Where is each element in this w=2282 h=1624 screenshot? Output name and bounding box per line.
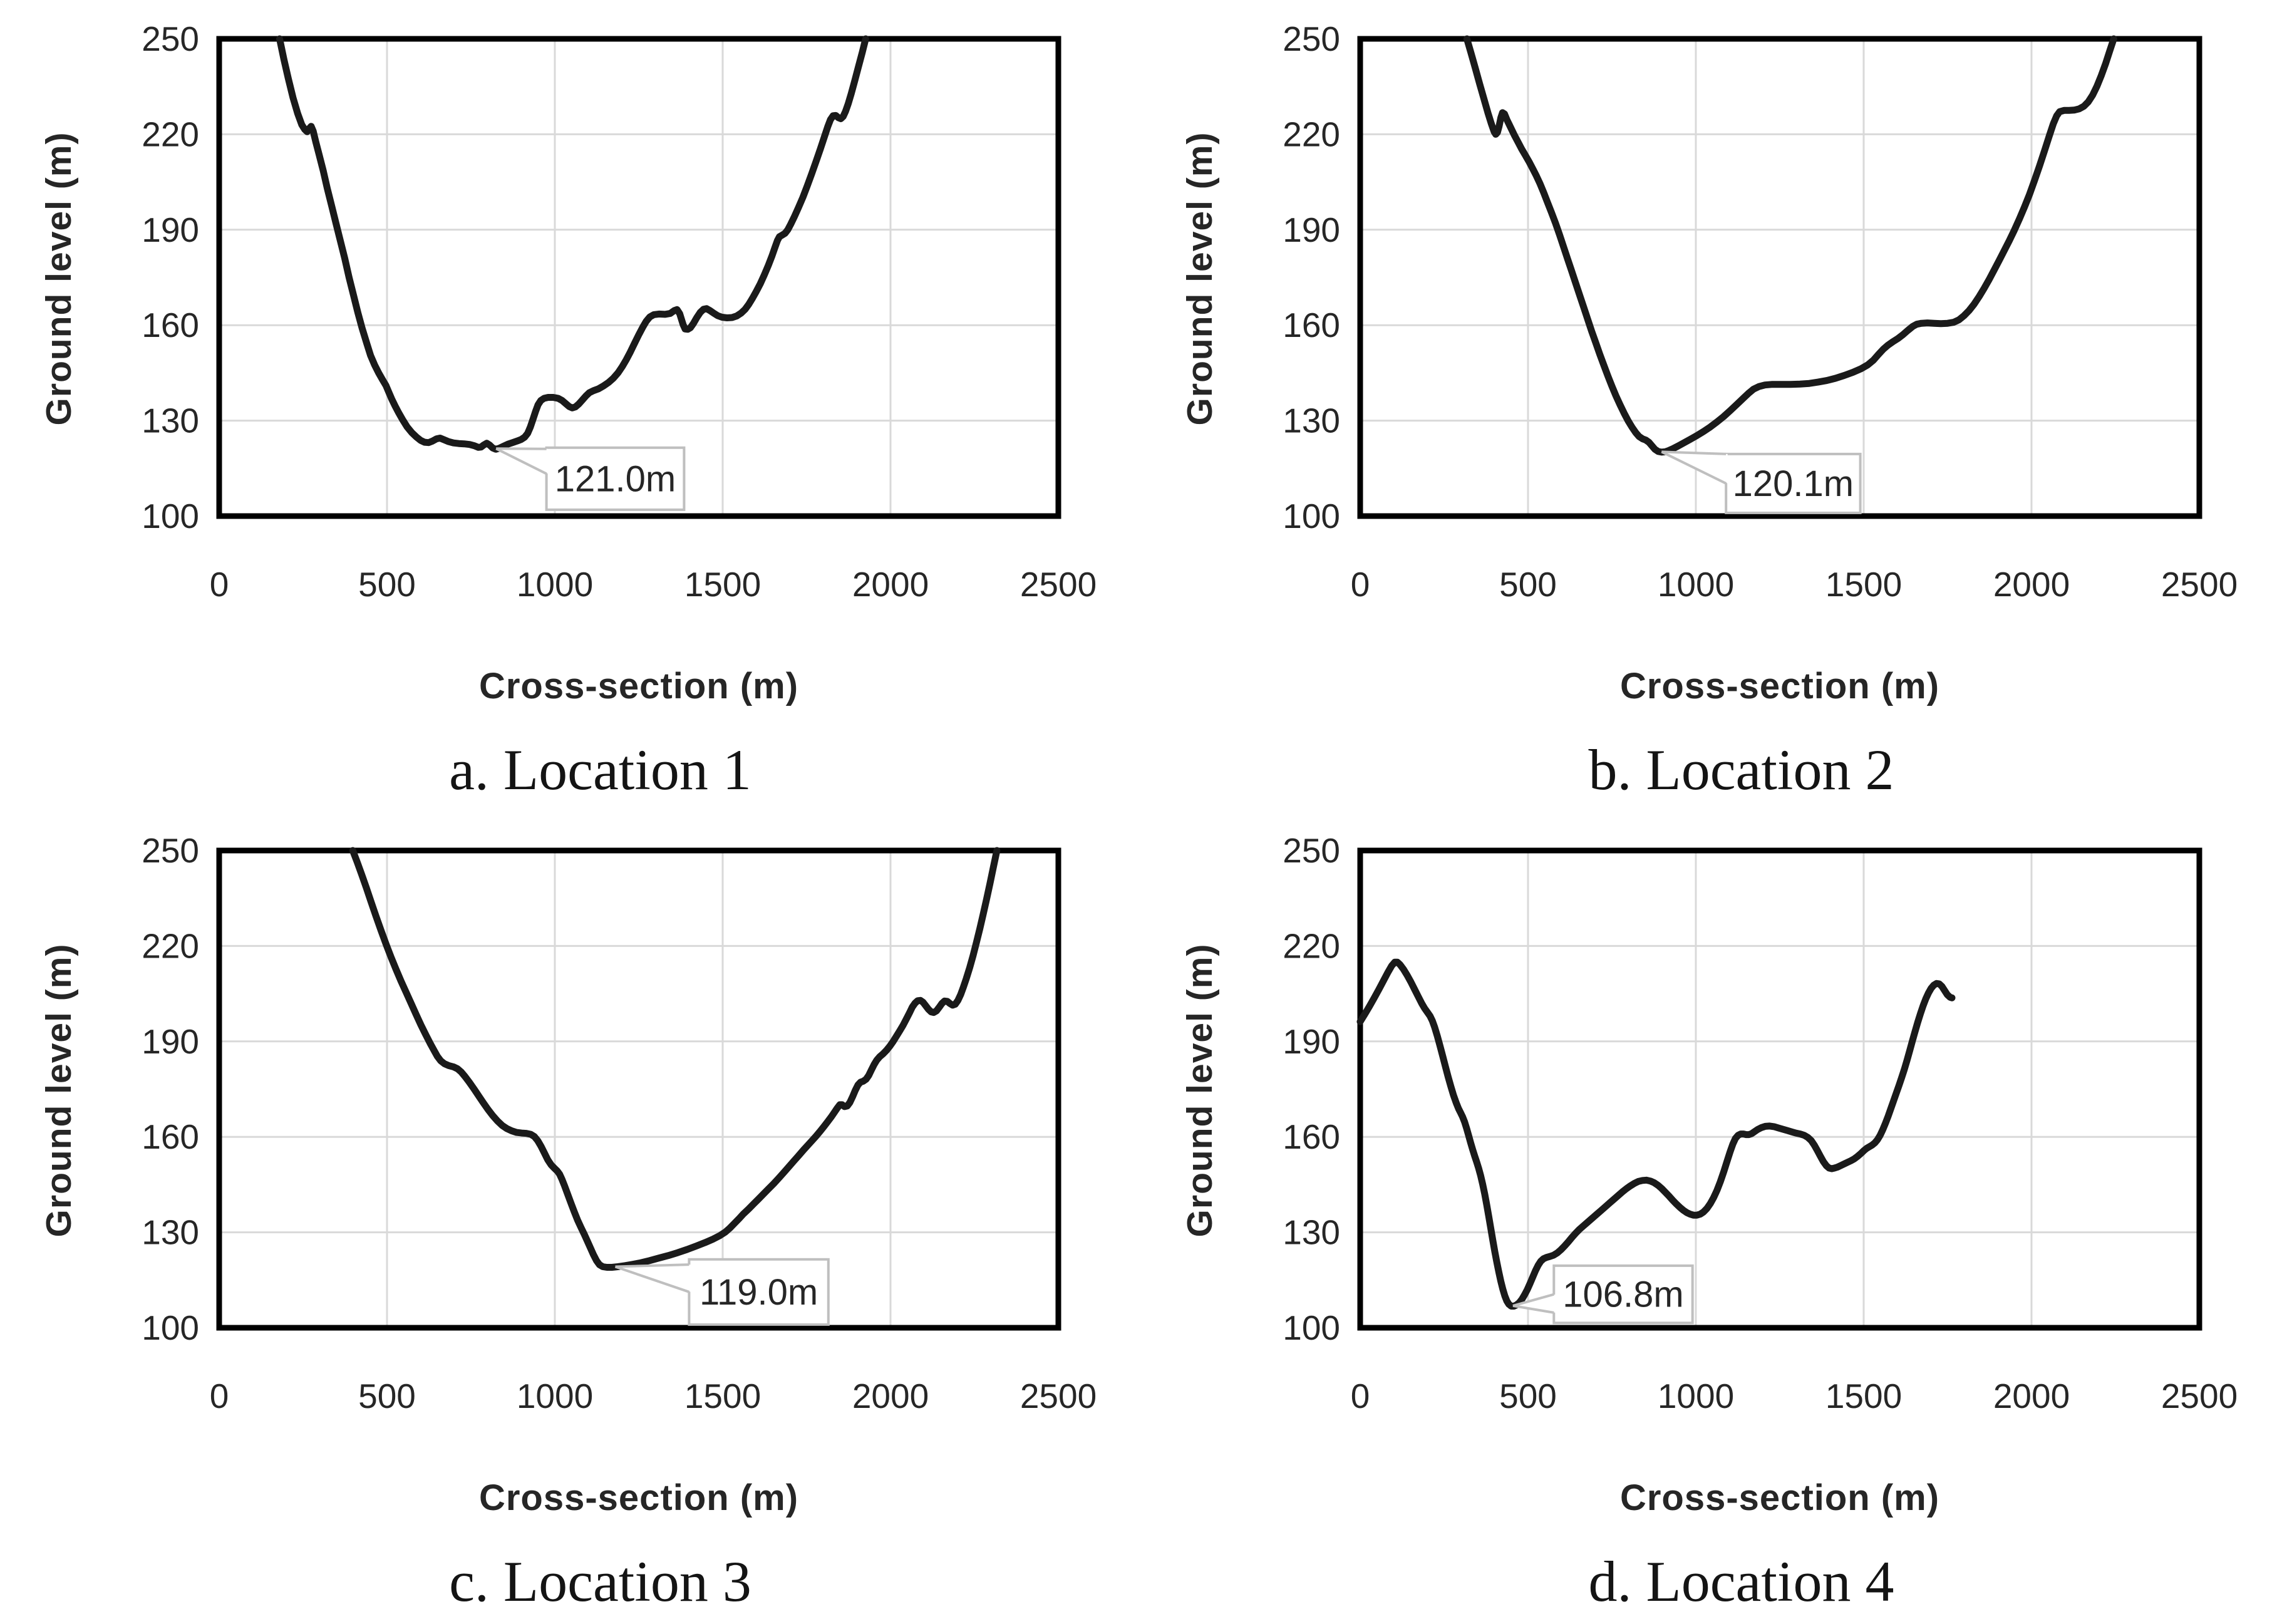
plot-frame (1357, 847, 2202, 1331)
x-tick-label: 0 (210, 565, 229, 604)
y-tick-label: 130 (142, 401, 199, 440)
y-tick-label: 190 (142, 210, 199, 249)
y-tick-label: 250 (142, 831, 199, 870)
callout-label: 119.0m (700, 1272, 818, 1313)
ground-profile-line (349, 847, 1001, 1271)
y-tick-label: 130 (1283, 401, 1340, 440)
y-tick-label: 130 (142, 1213, 199, 1252)
callout-label: 121.0m (555, 458, 676, 499)
callout-leader-line (1512, 1304, 1554, 1314)
x-axis-title: Cross-section (m) (478, 666, 799, 706)
x-tick-label: 1000 (1658, 565, 1734, 604)
callout-leader-line (614, 1265, 690, 1293)
x-tick-label: 500 (1499, 1377, 1557, 1415)
callout-leader-line (1661, 450, 1727, 485)
callout-box (688, 1258, 830, 1326)
panel-location-2: 120.1m 100 130 160 190 220 250 0 500 1000 1500 2000… (1141, 0, 2282, 812)
callout-box (1552, 1264, 1694, 1325)
panel-location-3: 119.0m 100 130 160 190 220 250 0 500 1000 1500 2000… (0, 812, 1141, 1624)
panel-caption: b. Location 2 (1588, 738, 1894, 802)
y-tick-label: 160 (1283, 1117, 1340, 1156)
x-axis-title: Cross-section (m) (1619, 1477, 1940, 1518)
callout-box (545, 446, 686, 511)
y-tick-label: 100 (1283, 1308, 1340, 1347)
x-tick-label: 0 (1351, 565, 1370, 604)
x-tick-label: 1500 (1825, 1377, 1902, 1415)
y-tick-label: 100 (142, 497, 199, 535)
x-tick-label: 1500 (1825, 565, 1902, 604)
y-tick-label: 160 (1283, 306, 1340, 344)
callout-leader-line (495, 447, 547, 475)
panel-location-1: 121.0m 100 130 160 190 220 250 0 500 1000 1500 2000… (0, 0, 1141, 812)
plot-frame (216, 36, 1061, 519)
x-axis-title: Cross-section (m) (1619, 666, 1940, 706)
y-tick-label: 220 (142, 926, 199, 965)
ground-profile-line (1356, 958, 1956, 1310)
x-tick-label: 2500 (2161, 1377, 2238, 1415)
x-tick-label: 1000 (517, 565, 593, 604)
x-tick-label: 1000 (517, 1377, 593, 1415)
y-tick-label: 100 (142, 1308, 199, 1347)
panel-caption: a. Location 1 (449, 738, 751, 802)
y-tick-label: 160 (142, 306, 199, 344)
y-tick-label: 250 (1283, 19, 1340, 58)
y-axis-title: Ground level (m) (1180, 132, 1220, 426)
callout-leader-line (615, 1263, 689, 1268)
ground-profile-line (276, 35, 869, 453)
y-axis-title: Ground level (m) (39, 132, 79, 426)
plot-frame (216, 847, 1061, 1331)
x-tick-label: 500 (1499, 565, 1557, 604)
callout-wedge (1512, 1294, 1556, 1313)
y-tick-label: 250 (1283, 831, 1340, 870)
panel-location-4: 106.8m 100 130 160 190 220 250 0 500 1000 1500 2000… (1141, 812, 2282, 1624)
x-tick-label: 2000 (1993, 1377, 2070, 1415)
y-tick-label: 250 (142, 19, 199, 58)
y-tick-label: 190 (1283, 210, 1340, 249)
y-tick-label: 190 (1283, 1022, 1340, 1061)
x-tick-label: 500 (358, 1377, 416, 1415)
x-tick-label: 2000 (1993, 565, 2070, 604)
x-tick-label: 0 (210, 1377, 229, 1415)
x-tick-label: 0 (1351, 1377, 1370, 1415)
x-tick-label: 2000 (852, 565, 929, 604)
y-tick-label: 220 (1283, 115, 1340, 153)
y-tick-label: 220 (1283, 926, 1340, 965)
ground-profile-line (1463, 35, 2117, 456)
x-tick-label: 2500 (2161, 565, 2238, 604)
x-tick-label: 1500 (684, 565, 761, 604)
y-tick-label: 220 (142, 115, 199, 153)
y-axis-title: Ground level (m) (39, 943, 79, 1238)
y-tick-label: 190 (142, 1022, 199, 1061)
callout-label: 120.1m (1733, 463, 1854, 504)
callout-label: 106.8m (1562, 1275, 1683, 1315)
plot-frame (1357, 36, 2202, 519)
y-tick-label: 130 (1283, 1213, 1340, 1252)
x-tick-label: 2500 (1020, 565, 1097, 604)
x-axis-title: Cross-section (m) (478, 1477, 799, 1518)
y-tick-label: 100 (1283, 497, 1340, 535)
panel-caption: c. Location 3 (449, 1549, 751, 1613)
callout-leader-line (496, 447, 547, 450)
y-tick-label: 160 (142, 1117, 199, 1156)
x-tick-label: 2500 (1020, 1377, 1097, 1415)
x-tick-label: 2000 (852, 1377, 929, 1415)
callout-leader-line (1661, 450, 1727, 455)
x-tick-label: 1000 (1658, 1377, 1734, 1415)
x-tick-label: 500 (358, 565, 416, 604)
callout-leader-line (1512, 1293, 1554, 1307)
y-axis-title: Ground level (m) (1180, 943, 1220, 1238)
x-tick-label: 1500 (684, 1377, 761, 1415)
panel-caption: d. Location 4 (1588, 1549, 1894, 1613)
